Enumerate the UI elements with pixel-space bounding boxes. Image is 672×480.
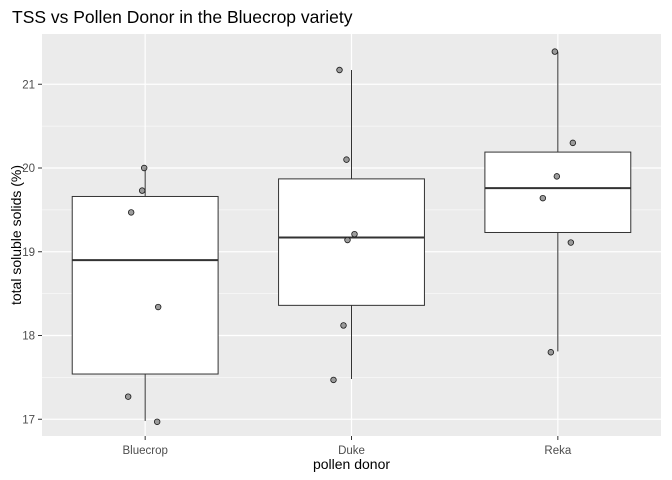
box-reka	[484, 51, 632, 352]
data-point	[330, 376, 337, 384]
jitter-points	[124, 48, 577, 425]
data-point	[154, 303, 162, 311]
data-point	[551, 48, 559, 55]
iqr-box	[484, 151, 632, 233]
data-point	[336, 66, 343, 74]
x-axis-ticks: Bluecrop Duke Reka	[122, 436, 572, 457]
iqr-box	[71, 195, 219, 375]
data-point	[547, 349, 555, 356]
data-point	[138, 187, 146, 194]
y-tick-label: 19	[22, 247, 35, 259]
data-point	[567, 239, 575, 246]
x-tick-label: Duke	[338, 445, 365, 457]
y-tick-label: 20	[22, 163, 35, 175]
y-axis-title: total soluble solids (%)	[8, 165, 24, 305]
data-point	[340, 322, 347, 329]
data-point	[127, 209, 135, 216]
data-point	[351, 230, 358, 238]
data-point	[569, 139, 577, 147]
data-point	[539, 194, 547, 202]
y-tick-label: 18	[22, 331, 35, 343]
x-tick-label: Bluecrop	[122, 445, 167, 457]
data-point	[153, 418, 161, 425]
data-point	[124, 393, 132, 400]
data-point	[140, 164, 148, 172]
boxes	[71, 51, 632, 421]
x-axis-title: pollen donor	[313, 456, 390, 472]
data-point	[553, 173, 561, 180]
y-tick-label: 21	[22, 79, 35, 91]
data-point	[344, 236, 351, 244]
y-tick-label: 17	[22, 414, 35, 426]
iqr-box	[278, 178, 425, 306]
data-point	[343, 156, 350, 163]
box-bluecrop	[71, 168, 219, 421]
chart-title: TSS vs Pollen Donor in the Bluecrop vari…	[12, 7, 353, 27]
box-duke	[278, 70, 425, 380]
x-tick-label: Reka	[544, 445, 571, 457]
y-axis-ticks: 17 18 19 20 21	[22, 79, 42, 426]
